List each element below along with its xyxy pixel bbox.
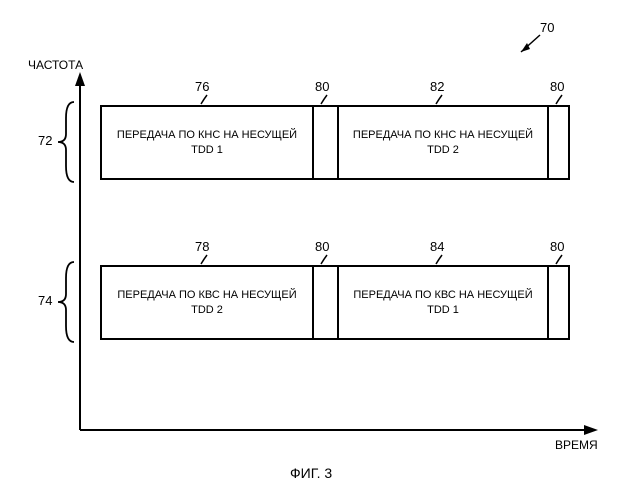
row1-cell3-text: ПЕРЕДАЧА ПО КНС НА НЕСУЩЕЙ TDD 2 bbox=[343, 128, 543, 157]
row1-cell1: ПЕРЕДАЧА ПО КНС НА НЕСУЩЕЙ TDD 1 bbox=[102, 107, 312, 178]
row1-ref-80b: 80 bbox=[550, 79, 564, 94]
row2-brace-ref: 74 bbox=[38, 293, 52, 308]
row1-cell2-gap bbox=[314, 107, 337, 178]
row1-brace bbox=[54, 100, 78, 185]
row1-band: ПЕРЕДАЧА ПО КНС НА НЕСУЩЕЙ TDD 1 ПЕРЕДАЧ… bbox=[100, 105, 570, 180]
row2-tick-78 bbox=[199, 254, 209, 266]
row1-brace-ref: 72 bbox=[38, 133, 52, 148]
row1-cell4-gap bbox=[549, 107, 568, 178]
row2-brace bbox=[54, 260, 78, 345]
row1-tick-82 bbox=[434, 94, 444, 106]
figure-caption: ФИГ. 3 bbox=[290, 465, 332, 481]
row1-ref-80a: 80 bbox=[315, 79, 329, 94]
row1-cell3: ПЕРЕДАЧА ПО КНС НА НЕСУЩЕЙ TDD 2 bbox=[339, 107, 547, 178]
row2-cell1-text: ПЕРЕДАЧА ПО КВС НА НЕСУЩЕЙ TDD 2 bbox=[106, 288, 308, 317]
row2-cell3-text: ПЕРЕДАЧА ПО КВС НА НЕСУЩЕЙ TDD 1 bbox=[343, 288, 543, 317]
row2-cell3: ПЕРЕДАЧА ПО КВС НА НЕСУЩЕЙ TDD 1 bbox=[339, 267, 547, 338]
row2-cell2-gap bbox=[314, 267, 337, 338]
row2-ref-84: 84 bbox=[430, 239, 444, 254]
row2-cell1: ПЕРЕДАЧА ПО КВС НА НЕСУЩЕЙ TDD 2 bbox=[102, 267, 312, 338]
row2-tick-80a bbox=[319, 254, 329, 266]
row2-ref-78: 78 bbox=[195, 239, 209, 254]
row2-ref-80a: 80 bbox=[315, 239, 329, 254]
row2-ref-80b: 80 bbox=[550, 239, 564, 254]
figure-container: 70 ЧАСТОТА ВРЕМЯ 72 74 ПЕРЕДАЧА ПО КНС Н… bbox=[0, 0, 630, 500]
row2-band: ПЕРЕДАЧА ПО КВС НА НЕСУЩЕЙ TDD 2 ПЕРЕДАЧ… bbox=[100, 265, 570, 340]
row1-ref-76: 76 bbox=[195, 79, 209, 94]
row1-tick-80a bbox=[319, 94, 329, 106]
row1-cell1-text: ПЕРЕДАЧА ПО КНС НА НЕСУЩЕЙ TDD 1 bbox=[106, 128, 308, 157]
row1-ref-82: 82 bbox=[430, 79, 444, 94]
row1-tick-80b bbox=[554, 94, 564, 106]
row2-cell4-gap bbox=[549, 267, 568, 338]
row1-tick-76 bbox=[199, 94, 209, 106]
row2-tick-80b bbox=[554, 254, 564, 266]
row2-tick-84 bbox=[434, 254, 444, 266]
x-axis-label: ВРЕМЯ bbox=[555, 438, 598, 452]
